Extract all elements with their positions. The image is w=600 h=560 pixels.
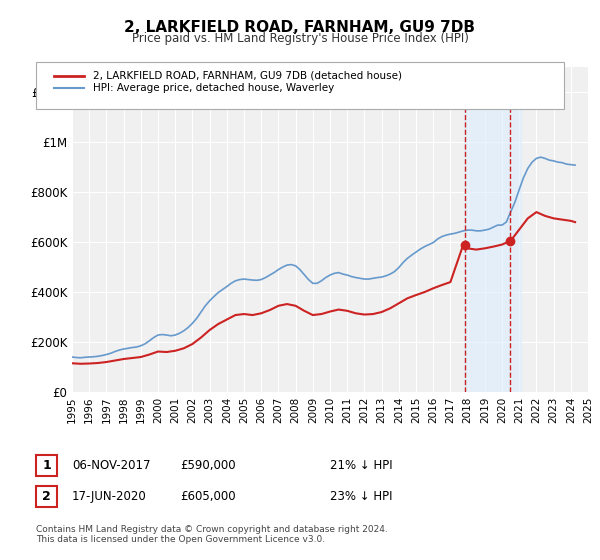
Text: 2, LARKFIELD ROAD, FARNHAM, GU9 7DB: 2, LARKFIELD ROAD, FARNHAM, GU9 7DB (125, 20, 476, 35)
Text: 2: 2 (506, 82, 514, 95)
Text: 2: 2 (43, 489, 51, 503)
Text: £605,000: £605,000 (180, 489, 236, 503)
Text: 1: 1 (460, 82, 469, 95)
Text: 21% ↓ HPI: 21% ↓ HPI (330, 459, 392, 472)
Text: 1: 1 (43, 459, 51, 472)
Text: Contains HM Land Registry data © Crown copyright and database right 2024.
This d: Contains HM Land Registry data © Crown c… (36, 525, 388, 544)
Bar (464, 67, 521, 392)
Text: Price paid vs. HM Land Registry's House Price Index (HPI): Price paid vs. HM Land Registry's House … (131, 32, 469, 45)
Text: 06-NOV-2017: 06-NOV-2017 (72, 459, 151, 472)
Text: 17-JUN-2020: 17-JUN-2020 (72, 489, 147, 503)
Text: 23% ↓ HPI: 23% ↓ HPI (330, 489, 392, 503)
Text: £590,000: £590,000 (180, 459, 236, 472)
Text: HPI: Average price, detached house, Waverley: HPI: Average price, detached house, Wave… (93, 83, 334, 93)
Text: 2, LARKFIELD ROAD, FARNHAM, GU9 7DB (detached house): 2, LARKFIELD ROAD, FARNHAM, GU9 7DB (det… (93, 71, 402, 81)
